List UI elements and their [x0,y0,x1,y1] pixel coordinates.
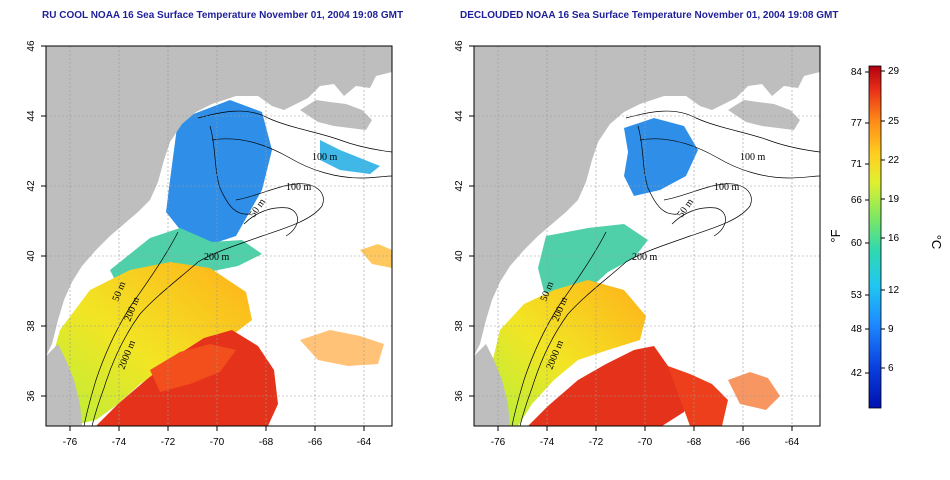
x-tick-label: -66 [736,437,751,448]
right-map: 100 m 100 m 50 m 200 m 200 m 50 m 2000 m… [454,40,821,448]
celsius-tick-label: 16 [888,233,900,244]
celsius-tick-label: 19 [888,194,900,205]
x-tick-label: -64 [357,437,372,448]
fahrenheit-tick-label: 53 [851,290,863,301]
left-map-title: RU COOL NOAA 16 Sea Surface Temperature … [42,10,404,21]
sst-warm-region [46,262,252,426]
sst-cool-region [166,100,272,246]
y-tick-label: 36 [26,390,37,402]
celsius-tick-label: 29 [888,66,900,77]
graticule [46,46,392,426]
celsius-tick-label: 25 [888,116,900,127]
x-tick-label: -74 [112,437,127,448]
celsius-tick-label: 6 [888,363,894,374]
x-tick-label: -76 [63,437,78,448]
land-mass [474,46,820,356]
contour-label-100m-b: 100 m [286,182,312,193]
left-map: 100 m 100 m 50 m 200 m 200 m 50 m 2000 m… [26,40,393,448]
fahrenheit-tick-label: 77 [851,118,863,129]
land-nova-scotia [300,100,372,130]
y-tick-label: 46 [454,40,465,52]
sst-cool-region [624,118,698,196]
x-tick-label: -66 [308,437,323,448]
fahrenheit-tick-label: 84 [851,67,863,78]
sst-scatter-east [300,330,384,366]
celsius-tick-label: 9 [888,324,894,335]
x-tick-label: -64 [785,437,800,448]
fahrenheit-tick-label: 42 [851,368,863,379]
y-tick-label: 36 [454,390,465,402]
land-mass [46,46,392,356]
y-tick-label: 46 [26,40,37,52]
x-tick-label: -74 [540,437,555,448]
x-tick-label: -70 [210,437,225,448]
y-tick-label: 40 [26,250,37,262]
contour-label-200m: 200 m [204,252,230,263]
x-tick-label: -72 [589,437,604,448]
y-tick-label: 44 [26,110,37,122]
y-tick-label: 42 [454,180,465,192]
land-south [46,344,82,426]
y-tick-label: 38 [454,320,465,332]
left-map-panel: 100 m 100 m 50 m 200 m 200 m 50 m 2000 m… [0,0,440,480]
fahrenheit-tick-label: 60 [851,238,863,249]
celsius-tick-label: 22 [888,155,900,166]
colorbar-panel: 84 77 71 66 60 53 48 42 29 25 22 19 16 1… [828,0,950,480]
x-tick-label: -72 [161,437,176,448]
right-map-title: DECLOUDED NOAA 16 Sea Surface Temperatur… [460,10,839,21]
celsius-tick-label: 12 [888,285,900,296]
x-tick-label: -68 [687,437,702,448]
fahrenheit-tick-label: 48 [851,324,863,335]
celsius-unit-label: °C [929,235,944,250]
contour-label-100m-b: 100 m [714,182,740,193]
contour-label-100m-a: 100 m [312,152,338,163]
contour-label-100m-a: 100 m [740,152,766,163]
sst-scatter-east [728,372,780,410]
sst-patch-gulf [320,140,380,174]
y-tick-label: 38 [26,320,37,332]
sst-hot-region-2 [150,344,236,392]
contour-label-200m: 200 m [632,252,658,263]
fahrenheit-tick-label: 66 [851,195,863,206]
y-tick-label: 42 [26,180,37,192]
x-tick-label: -76 [491,437,506,448]
land-nova-scotia [728,100,800,130]
fahrenheit-unit-label: °F [828,229,843,242]
colorbar-gradient [868,65,882,409]
sst-mid-region [538,224,648,300]
colorbar: 84 77 71 66 60 53 48 42 29 25 22 19 16 1… [828,65,944,409]
map-frame [473,45,821,427]
graticule [474,46,820,426]
x-tick-label: -70 [638,437,653,448]
right-map-panel: 100 m 100 m 50 m 200 m 200 m 50 m 2000 m… [428,0,828,480]
map-frame [45,45,393,427]
x-tick-label: -68 [259,437,274,448]
y-tick-label: 44 [454,110,465,122]
land-south [474,344,510,426]
fahrenheit-tick-label: 71 [851,159,863,170]
sst-hot-region [528,346,690,426]
sst-warm-region [488,280,646,426]
y-tick-label: 40 [454,250,465,262]
